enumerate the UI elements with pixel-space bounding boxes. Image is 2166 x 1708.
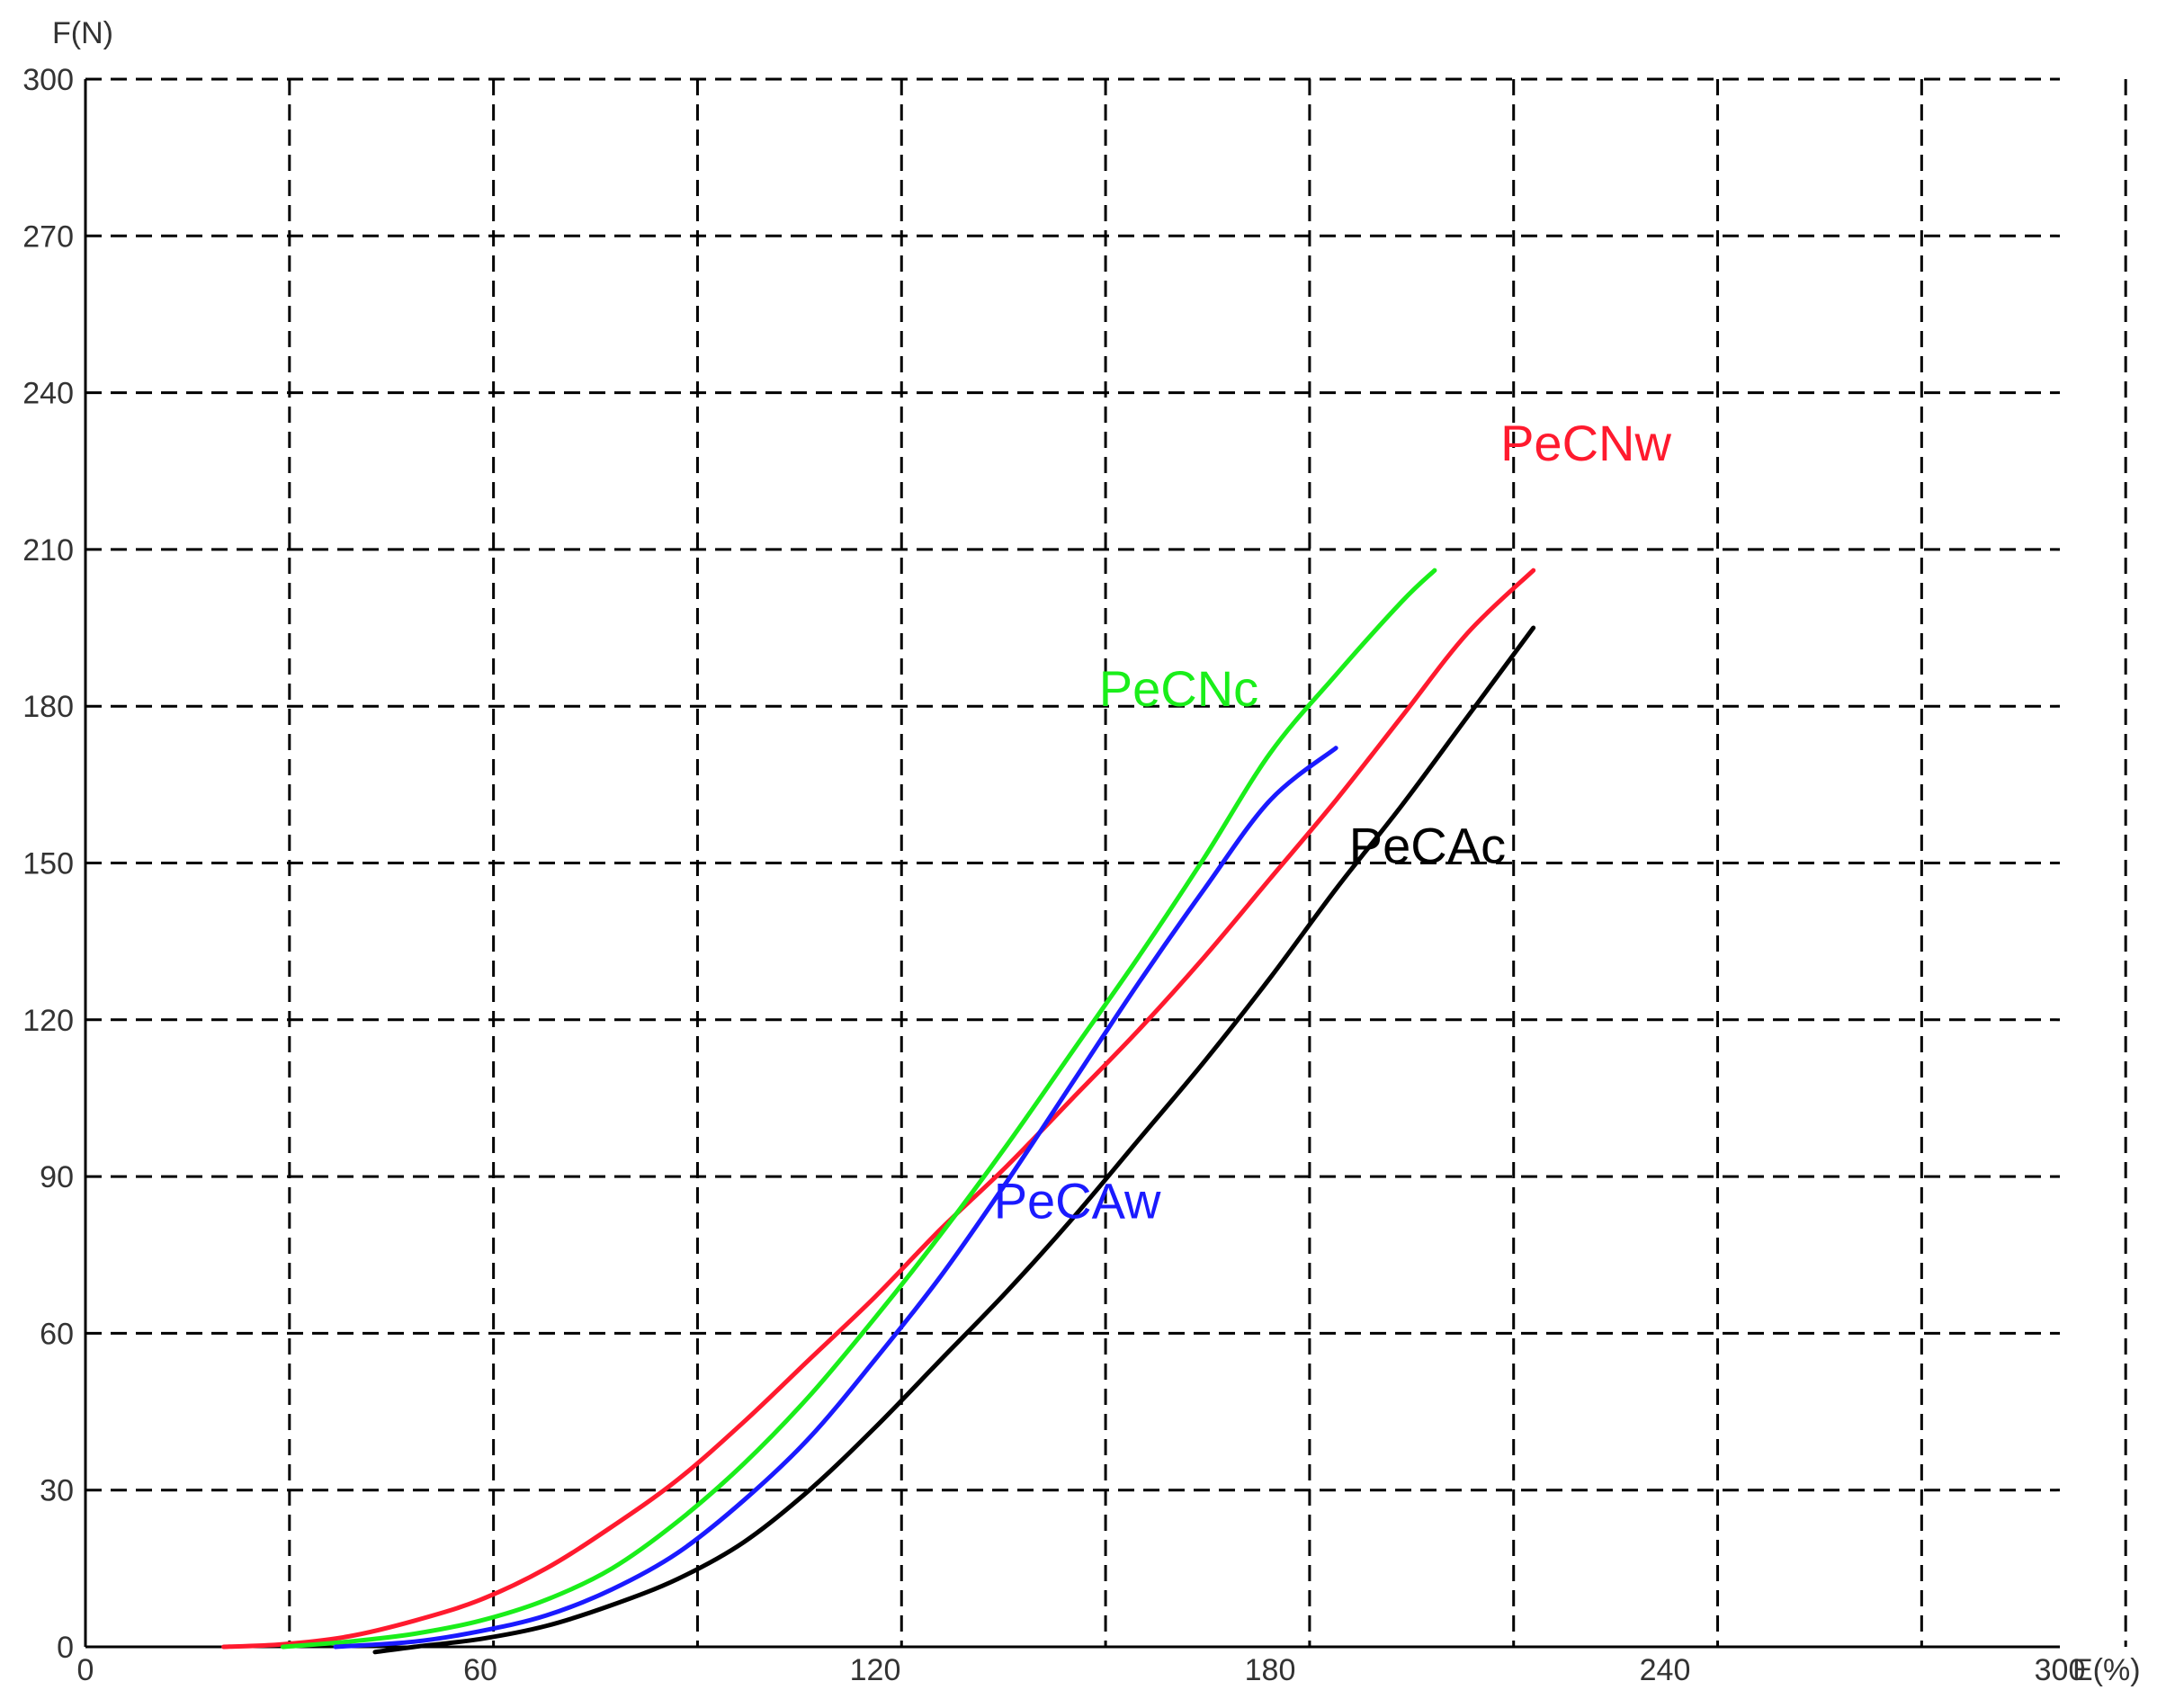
- y-tick-label: 150: [22, 847, 74, 881]
- series-line-pecnw: [221, 568, 1536, 1650]
- x-tick-label: 240: [1640, 1653, 1691, 1687]
- series-label-pecnw: PeCNw: [1500, 415, 1671, 471]
- y-tick-label: 30: [40, 1474, 74, 1508]
- y-tick-labels: 0 30 60 90 120 150 180 210 240 270 300: [22, 63, 74, 1665]
- y-tick-label: 270: [22, 219, 74, 254]
- y-tick-label: 0: [57, 1631, 74, 1665]
- x-tick-label: 180: [1245, 1653, 1296, 1687]
- y-tick-label: 300: [22, 63, 74, 97]
- x-axis-title: E(%): [2072, 1653, 2141, 1687]
- y-tick-label: 240: [22, 377, 74, 411]
- x-tick-labels: 0 60 120 180 240 300: [77, 1653, 2086, 1687]
- series-label-pecnc: PeCNc: [1099, 660, 1258, 717]
- series-line-pecac: [372, 625, 1536, 1655]
- x-tick-label: 300: [2035, 1653, 2086, 1687]
- grid: [85, 77, 2127, 1647]
- y-tick-label: 90: [40, 1160, 74, 1194]
- y-tick-label: 120: [22, 1004, 74, 1038]
- y-tick-label: 210: [22, 533, 74, 568]
- series-label-pecaw: PeCAw: [994, 1173, 1161, 1230]
- y-axis-title: F(N): [52, 16, 113, 50]
- y-tick-label: 180: [22, 690, 74, 724]
- x-tick-label: 0: [77, 1653, 94, 1687]
- series-line-pecaw: [333, 746, 1338, 1650]
- series-lines: [221, 568, 1536, 1655]
- series-annotations: PeCNw PeCNc PeCAw PeCAc: [994, 415, 1672, 1229]
- x-tick-label: 60: [463, 1653, 497, 1687]
- series-label-pecac: PeCAc: [1349, 818, 1506, 874]
- x-tick-label: 120: [850, 1653, 901, 1687]
- y-tick-label: 60: [40, 1317, 74, 1351]
- series-line-pecnc: [281, 568, 1437, 1650]
